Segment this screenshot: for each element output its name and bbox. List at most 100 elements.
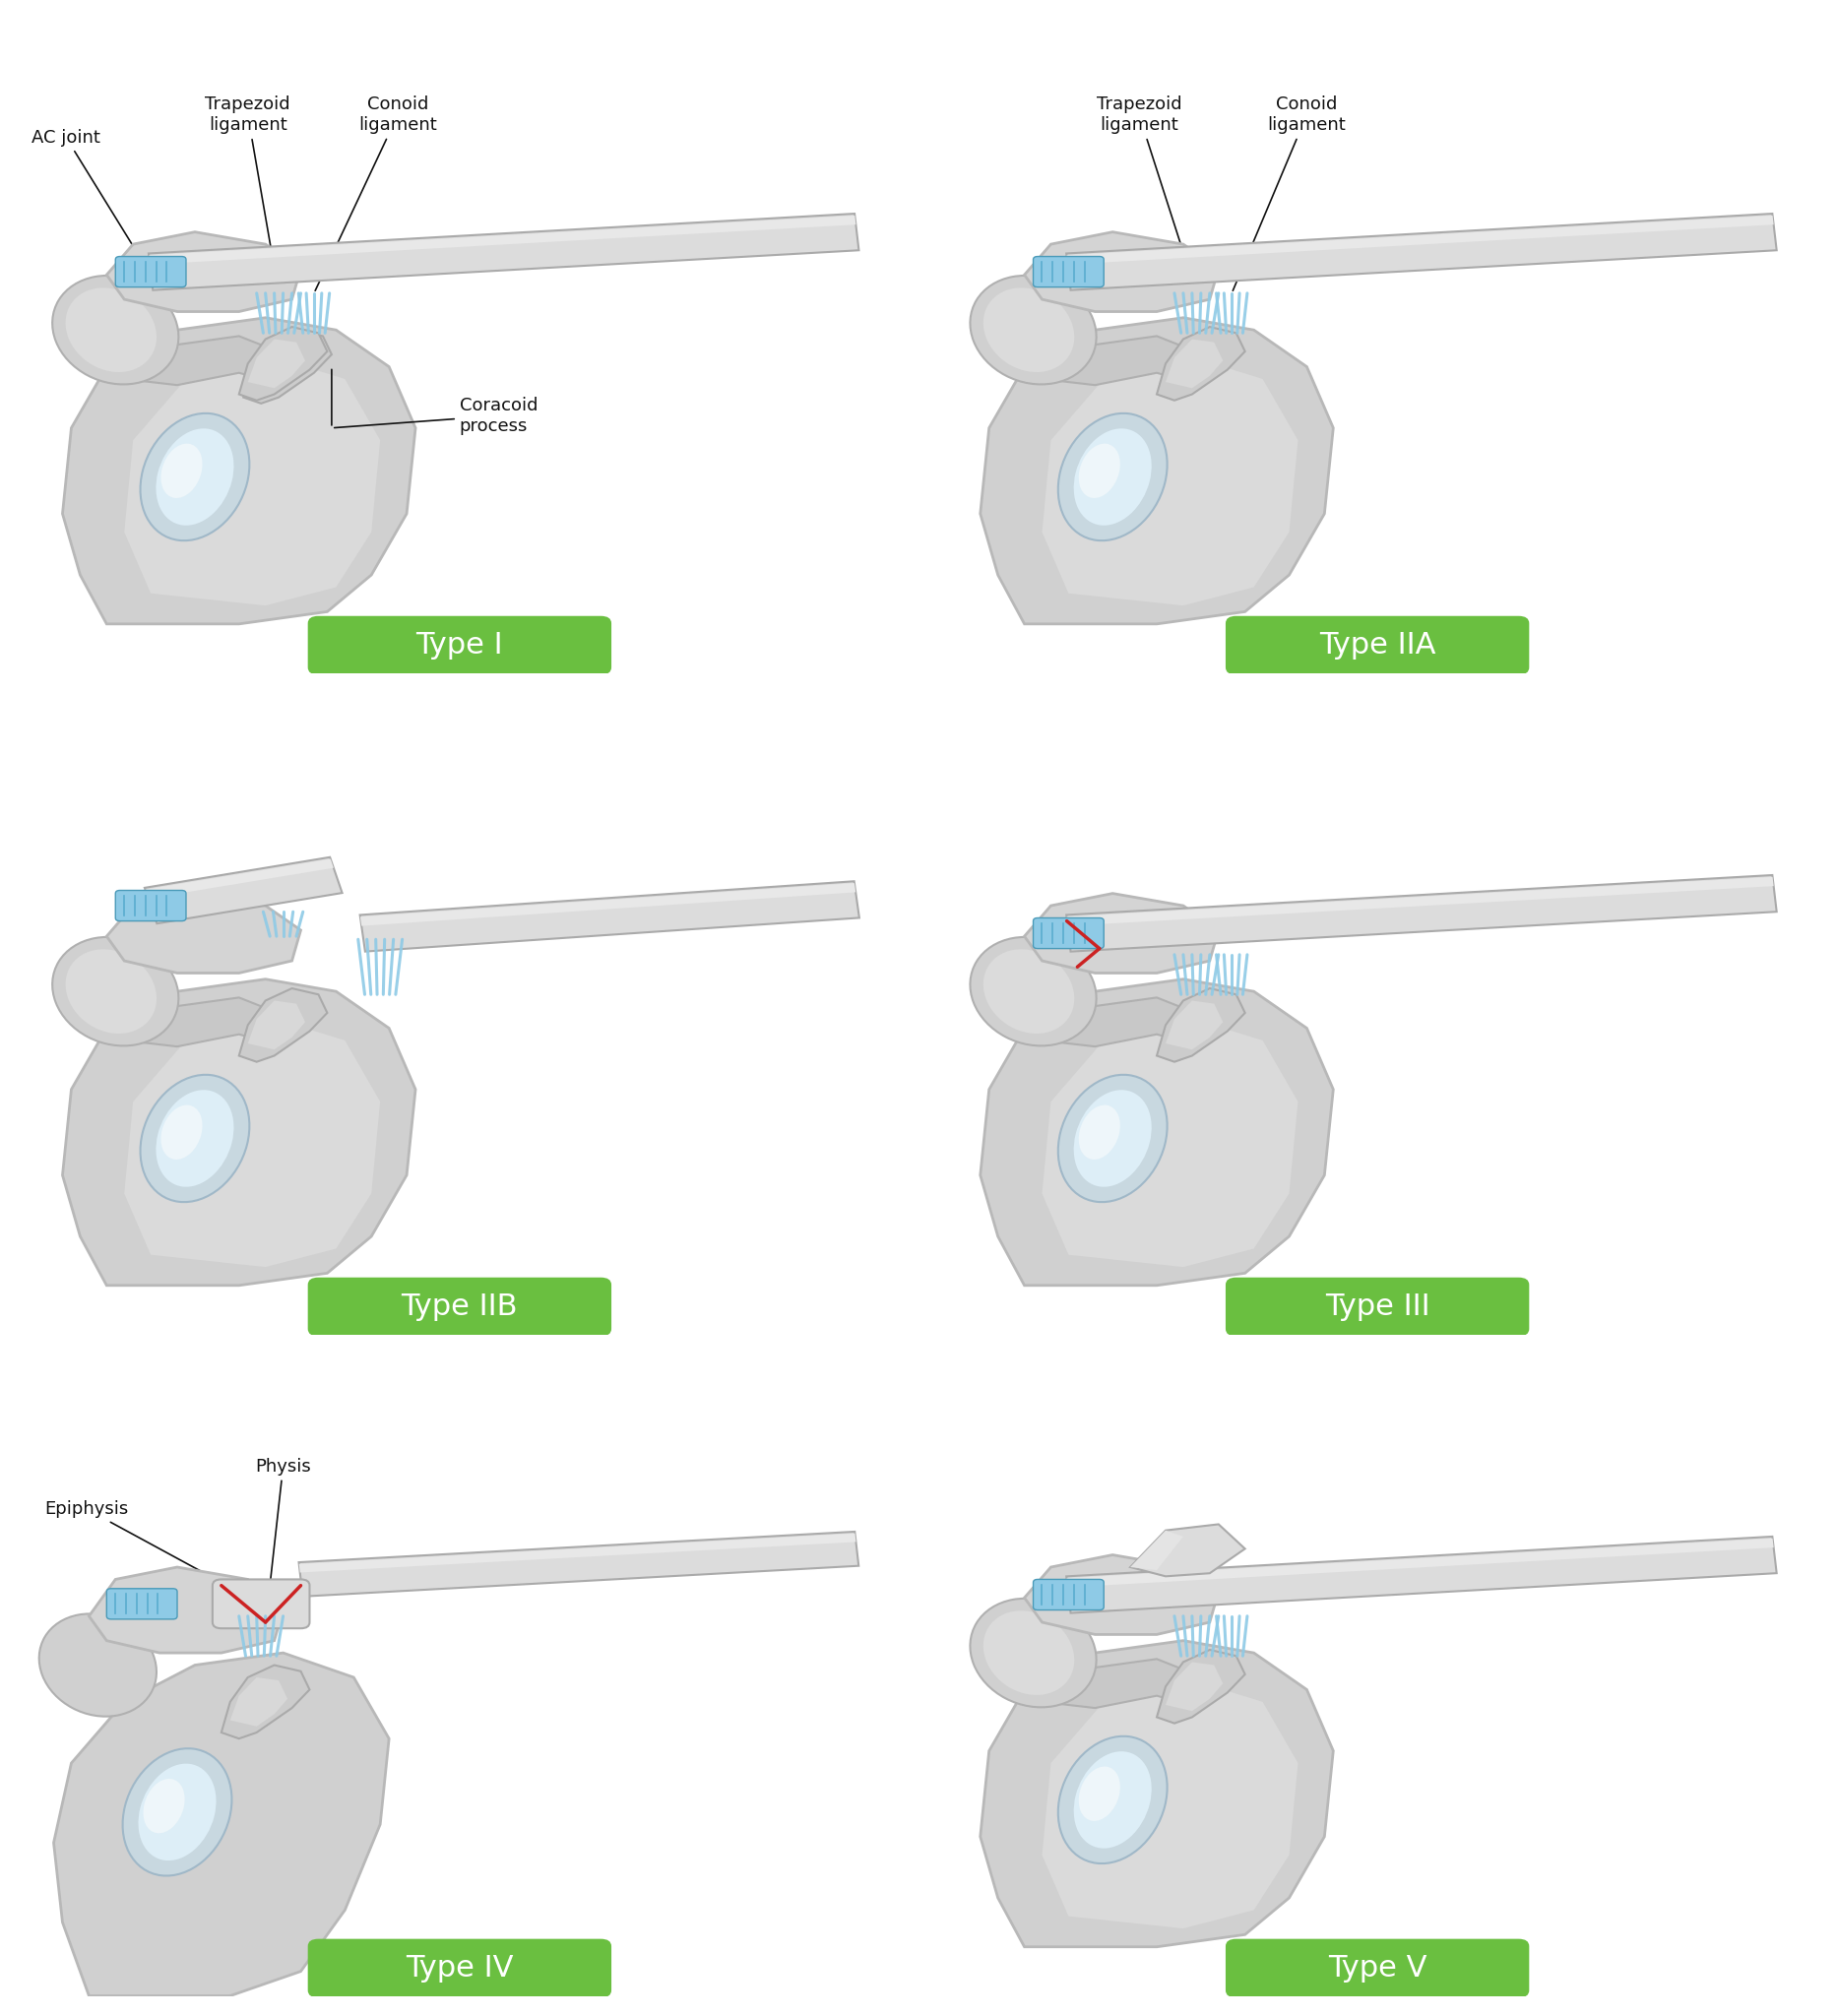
Ellipse shape bbox=[39, 1613, 156, 1716]
Polygon shape bbox=[981, 980, 1334, 1286]
FancyBboxPatch shape bbox=[1032, 917, 1104, 950]
Ellipse shape bbox=[140, 413, 250, 540]
Polygon shape bbox=[1042, 337, 1218, 385]
Ellipse shape bbox=[970, 1599, 1097, 1708]
Polygon shape bbox=[981, 1641, 1334, 1947]
Polygon shape bbox=[1065, 1536, 1776, 1613]
Ellipse shape bbox=[1075, 1752, 1152, 1849]
Polygon shape bbox=[1042, 998, 1218, 1046]
Polygon shape bbox=[230, 1677, 288, 1726]
FancyBboxPatch shape bbox=[1032, 256, 1104, 286]
Polygon shape bbox=[1042, 1016, 1299, 1266]
Polygon shape bbox=[1157, 988, 1245, 1062]
Polygon shape bbox=[1042, 1659, 1218, 1708]
Polygon shape bbox=[1025, 1554, 1218, 1635]
Polygon shape bbox=[1166, 1000, 1223, 1050]
Ellipse shape bbox=[51, 276, 178, 385]
Ellipse shape bbox=[1075, 1091, 1152, 1187]
Polygon shape bbox=[242, 331, 332, 403]
Ellipse shape bbox=[1058, 413, 1166, 540]
Ellipse shape bbox=[162, 1105, 202, 1159]
Polygon shape bbox=[252, 343, 310, 391]
Polygon shape bbox=[88, 1566, 283, 1653]
Text: Epiphysis: Epiphysis bbox=[44, 1500, 259, 1603]
FancyBboxPatch shape bbox=[107, 1589, 176, 1619]
Polygon shape bbox=[149, 214, 860, 290]
Polygon shape bbox=[981, 319, 1334, 623]
Polygon shape bbox=[145, 859, 334, 899]
Polygon shape bbox=[248, 339, 305, 389]
Polygon shape bbox=[125, 998, 301, 1046]
Ellipse shape bbox=[983, 288, 1075, 373]
FancyBboxPatch shape bbox=[1225, 617, 1528, 675]
Polygon shape bbox=[248, 1000, 305, 1050]
FancyBboxPatch shape bbox=[309, 617, 612, 675]
Polygon shape bbox=[1042, 355, 1299, 605]
Polygon shape bbox=[149, 216, 856, 264]
Ellipse shape bbox=[1075, 429, 1152, 526]
Polygon shape bbox=[1065, 214, 1776, 290]
Ellipse shape bbox=[140, 1075, 250, 1202]
Ellipse shape bbox=[156, 429, 233, 526]
Ellipse shape bbox=[970, 276, 1097, 385]
Polygon shape bbox=[107, 232, 301, 312]
Text: Type III: Type III bbox=[1324, 1292, 1429, 1320]
Ellipse shape bbox=[156, 1091, 233, 1187]
Ellipse shape bbox=[983, 1611, 1075, 1695]
Polygon shape bbox=[1157, 327, 1245, 401]
FancyBboxPatch shape bbox=[116, 891, 186, 921]
FancyBboxPatch shape bbox=[116, 256, 186, 286]
Text: Type IIB: Type IIB bbox=[400, 1292, 518, 1320]
Text: Type IIA: Type IIA bbox=[1319, 631, 1437, 659]
Polygon shape bbox=[299, 1534, 856, 1572]
FancyBboxPatch shape bbox=[213, 1579, 310, 1629]
Text: Physis: Physis bbox=[255, 1458, 310, 1583]
Ellipse shape bbox=[1058, 1075, 1166, 1202]
Ellipse shape bbox=[1078, 444, 1121, 498]
FancyBboxPatch shape bbox=[1032, 1579, 1104, 1611]
FancyBboxPatch shape bbox=[309, 1939, 612, 1998]
Text: Type I: Type I bbox=[415, 631, 503, 659]
Ellipse shape bbox=[66, 288, 156, 373]
Polygon shape bbox=[145, 857, 342, 923]
Ellipse shape bbox=[143, 1778, 186, 1833]
Text: Coracoid
process: Coracoid process bbox=[334, 397, 538, 435]
Polygon shape bbox=[53, 1653, 389, 1996]
Ellipse shape bbox=[1058, 1736, 1166, 1863]
Polygon shape bbox=[1067, 216, 1775, 264]
Ellipse shape bbox=[123, 1748, 231, 1875]
Ellipse shape bbox=[66, 950, 156, 1034]
Polygon shape bbox=[1130, 1524, 1245, 1577]
Ellipse shape bbox=[1078, 1766, 1121, 1820]
Polygon shape bbox=[220, 1665, 310, 1738]
Polygon shape bbox=[62, 980, 415, 1286]
Polygon shape bbox=[1166, 339, 1223, 389]
Text: Trapezoid
ligament: Trapezoid ligament bbox=[206, 97, 290, 290]
Text: Trapezoid
ligament: Trapezoid ligament bbox=[1097, 97, 1196, 290]
Polygon shape bbox=[1130, 1530, 1183, 1570]
Polygon shape bbox=[1067, 877, 1775, 925]
Polygon shape bbox=[62, 319, 415, 623]
Polygon shape bbox=[360, 881, 860, 952]
Text: Type IV: Type IV bbox=[406, 1954, 514, 1982]
Text: Conoid
ligament: Conoid ligament bbox=[1233, 97, 1347, 290]
Polygon shape bbox=[1065, 875, 1776, 952]
Polygon shape bbox=[1067, 1538, 1775, 1587]
Polygon shape bbox=[239, 988, 327, 1062]
Polygon shape bbox=[125, 1016, 380, 1266]
Polygon shape bbox=[107, 893, 301, 974]
Ellipse shape bbox=[138, 1764, 217, 1861]
FancyBboxPatch shape bbox=[1225, 1939, 1528, 1998]
Ellipse shape bbox=[1078, 1105, 1121, 1159]
Ellipse shape bbox=[162, 444, 202, 498]
Ellipse shape bbox=[970, 937, 1097, 1046]
FancyBboxPatch shape bbox=[1225, 1278, 1528, 1337]
Ellipse shape bbox=[983, 950, 1075, 1034]
Polygon shape bbox=[1166, 1661, 1223, 1712]
Polygon shape bbox=[1157, 1649, 1245, 1724]
Text: Conoid
ligament: Conoid ligament bbox=[316, 97, 437, 290]
Polygon shape bbox=[360, 883, 856, 925]
FancyBboxPatch shape bbox=[309, 1278, 612, 1337]
Text: AC joint: AC joint bbox=[31, 129, 147, 270]
Polygon shape bbox=[1042, 1677, 1299, 1929]
